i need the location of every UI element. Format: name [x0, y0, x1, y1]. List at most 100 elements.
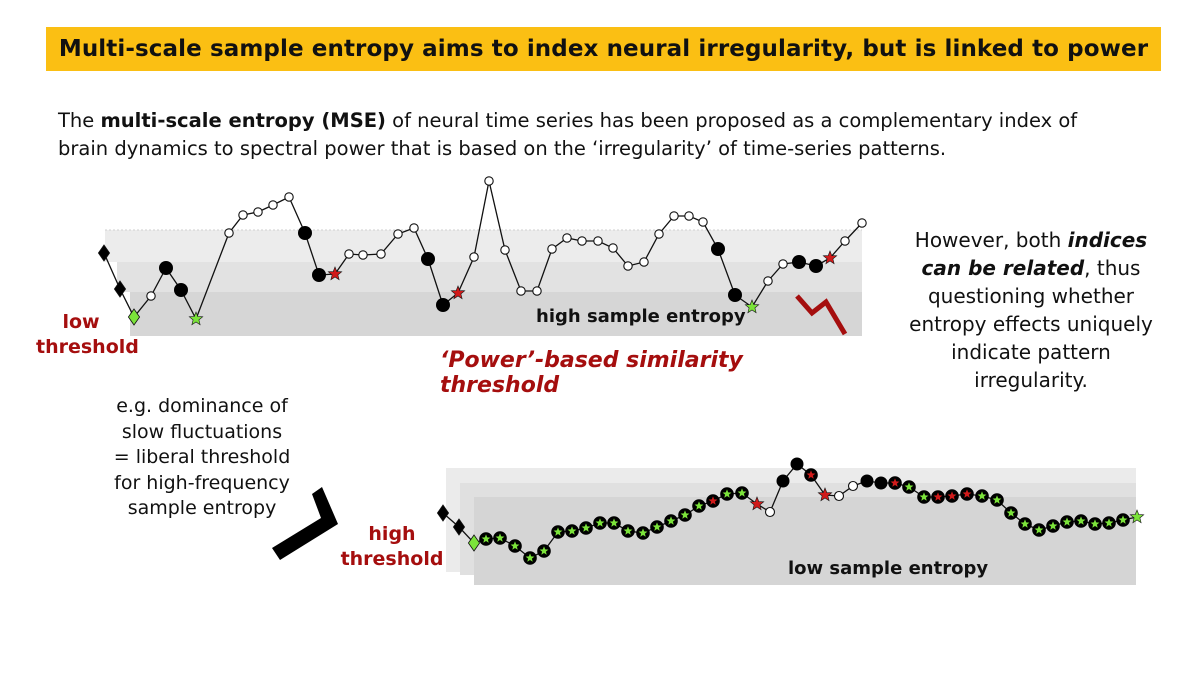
black-diamond-marker	[452, 518, 466, 536]
black-green-star-marker	[720, 487, 734, 501]
open-point-marker	[393, 229, 403, 239]
black-green-star-marker	[1088, 517, 1102, 531]
top-band-1	[105, 230, 862, 262]
open-point-marker	[577, 236, 587, 246]
black-green-star-marker	[551, 525, 565, 539]
marker-star	[567, 526, 577, 535]
low-entropy-label: low sample entropy	[788, 558, 989, 579]
marker-star	[638, 528, 648, 537]
bottom-threshold-bands	[446, 468, 1136, 585]
marker-star	[581, 523, 591, 532]
marker-star	[806, 470, 816, 479]
power-threshold-label: ‘Power’-based similarity threshold	[440, 348, 743, 398]
side-note-text-2: , thus questioning whether entropy effec…	[909, 256, 1153, 392]
red-star-marker	[450, 285, 466, 300]
marker-star	[623, 526, 633, 535]
black-red-star-marker	[945, 489, 959, 503]
example-line: for high-frequency	[114, 471, 290, 494]
open-point-marker	[484, 176, 494, 186]
black-green-star-marker	[479, 532, 493, 546]
title-banner: Multi-scale sample entropy aims to index…	[46, 27, 1161, 71]
black-green-star-marker	[1074, 514, 1088, 528]
open-point-marker	[344, 249, 354, 259]
black-red-star-marker	[804, 468, 818, 482]
open-point-marker	[847, 480, 859, 492]
example-line: e.g. dominance of	[116, 395, 288, 417]
filled-point-marker	[860, 474, 874, 488]
low-threshold-label: low threshold	[36, 310, 139, 360]
open-point-marker	[778, 259, 788, 269]
top-band-3	[130, 292, 862, 336]
low-threshold-word-1: low	[62, 311, 100, 333]
top-series	[97, 176, 867, 326]
open-point-marker	[833, 490, 845, 502]
red-star-marker	[822, 250, 838, 265]
marker-star	[890, 478, 900, 487]
black-green-star-marker	[523, 551, 537, 565]
example-line: = liberal threshold	[113, 446, 291, 468]
black-green-star-marker	[621, 524, 635, 538]
marker-star	[1090, 519, 1100, 528]
black-green-star-marker	[650, 520, 664, 534]
black-chevron-arrow	[272, 487, 338, 560]
high-threshold-word-2: threshold	[340, 548, 444, 570]
filled-point-marker	[298, 226, 312, 240]
black-green-star-marker	[917, 490, 931, 504]
green-diamond-marker	[467, 534, 481, 552]
red-star-marker	[327, 266, 343, 281]
marker-star	[977, 491, 987, 500]
open-point-marker	[224, 228, 234, 238]
example-note: e.g. dominance of slow fluctuations = li…	[102, 394, 302, 522]
black-green-star-marker	[565, 524, 579, 538]
filled-point-marker	[711, 242, 725, 256]
open-point-marker	[763, 276, 773, 286]
green-star-marker	[188, 311, 204, 326]
open-point-marker	[593, 236, 603, 246]
red-bracket-arrow	[795, 294, 848, 336]
open-point-marker	[268, 200, 278, 210]
low-threshold-word-2: threshold	[36, 336, 139, 358]
intro-bold-term: multi-scale entropy (MSE)	[100, 109, 386, 132]
black-green-star-marker	[1032, 523, 1046, 537]
black-diamond-marker	[113, 280, 127, 298]
slide-title: Multi-scale sample entropy aims to index…	[58, 36, 1149, 62]
black-green-star-marker	[1004, 506, 1018, 520]
open-point-marker	[500, 245, 510, 255]
filled-point-marker	[728, 288, 742, 302]
marker-star	[495, 533, 505, 542]
open-point-marker	[238, 210, 248, 220]
open-point-marker	[516, 286, 526, 296]
side-note-text-1: However, both	[914, 228, 1068, 252]
black-green-star-marker	[990, 493, 1004, 507]
marker-star	[609, 518, 619, 527]
marker-star	[1048, 521, 1058, 530]
black-green-star-marker	[975, 489, 989, 503]
green-star-marker	[744, 299, 760, 314]
marker-star	[1034, 525, 1044, 534]
marker-star	[1006, 508, 1016, 517]
open-point-marker	[764, 506, 776, 518]
red-star-marker	[817, 487, 833, 502]
black-red-star-marker	[706, 494, 720, 508]
open-point-marker	[840, 236, 850, 246]
black-diamond-marker	[97, 244, 111, 262]
black-green-star-marker	[1018, 517, 1032, 531]
marker-star	[722, 489, 732, 498]
green-star-marker	[1129, 509, 1145, 524]
open-point-marker	[639, 257, 649, 267]
black-green-star-marker	[678, 508, 692, 522]
black-red-star-marker	[931, 490, 945, 504]
open-point-marker	[284, 192, 294, 202]
high-threshold-label: high threshold	[340, 522, 444, 572]
open-point-marker	[562, 233, 572, 243]
marker-star	[1076, 516, 1086, 525]
open-point-marker	[623, 261, 633, 271]
open-point-marker	[857, 218, 867, 228]
marker-star	[694, 501, 704, 510]
black-green-star-marker	[1116, 513, 1130, 527]
black-green-star-marker	[636, 526, 650, 540]
open-point-marker	[608, 243, 618, 253]
example-line: sample entropy	[127, 497, 277, 519]
open-point-marker	[146, 291, 156, 301]
